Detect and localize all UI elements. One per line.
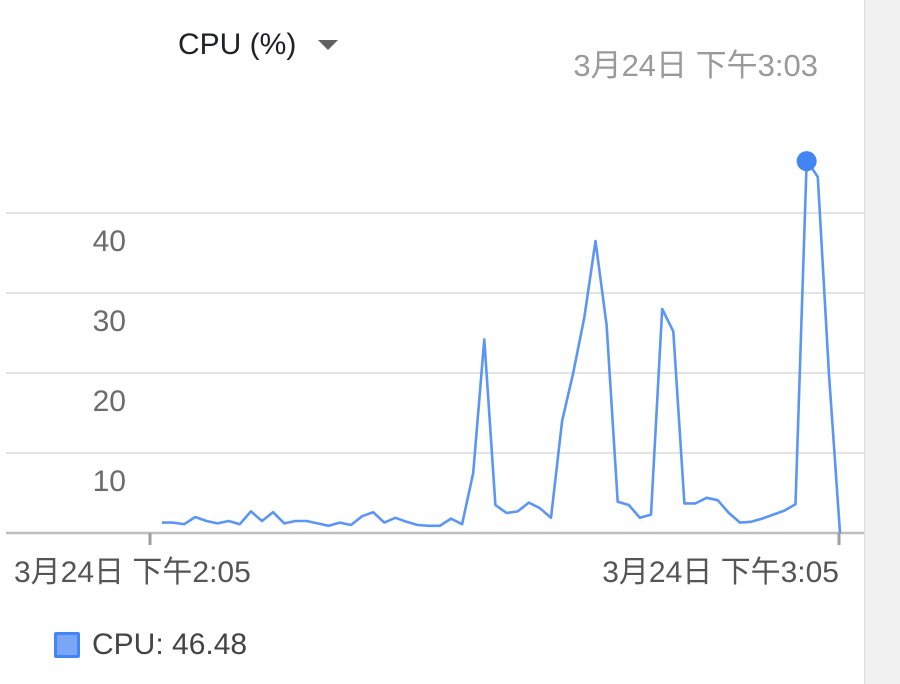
- grid-layer: [6, 212, 864, 454]
- y-tick-label: 30: [93, 305, 126, 338]
- data-point: [694, 501, 698, 505]
- data-point: [382, 521, 386, 525]
- data-point: [216, 521, 220, 525]
- data-point: [316, 521, 320, 525]
- data-point: [427, 524, 431, 528]
- data-point: [660, 307, 664, 311]
- data-point: [705, 496, 709, 500]
- data-point: [760, 517, 764, 521]
- data-point: [749, 520, 753, 524]
- data-point: [260, 519, 264, 523]
- data-point: [460, 522, 464, 526]
- data-point: [816, 175, 820, 179]
- data-point: [616, 500, 620, 504]
- y-tick-label: 40: [93, 225, 126, 258]
- data-point: [649, 513, 653, 517]
- data-point: [338, 521, 342, 525]
- data-point: [282, 521, 286, 525]
- legend-swatch: [54, 632, 80, 658]
- metric-dropdown-label: CPU (%): [178, 28, 297, 61]
- data-point: [838, 531, 842, 535]
- cpu-line-chart[interactable]: 10 20 30 40 3月24日 下午2:05 3月24日 下午3:05: [0, 0, 864, 620]
- data-point: [360, 514, 364, 518]
- data-point: [571, 371, 575, 375]
- hover-timestamp: 3月24日 下午3:03: [573, 48, 818, 83]
- data-point: [527, 501, 531, 505]
- data-point: [727, 511, 731, 515]
- data-point: [738, 521, 742, 525]
- axis-layer: [6, 531, 864, 545]
- data-point: [227, 519, 231, 523]
- data-point: [471, 471, 475, 475]
- data-point: [160, 521, 164, 525]
- data-point: [505, 511, 509, 515]
- data-point: [716, 498, 720, 502]
- data-point: [771, 513, 775, 517]
- data-point: [293, 519, 297, 523]
- data-point: [416, 523, 420, 527]
- data-point: [538, 506, 542, 510]
- data-point: [593, 239, 597, 243]
- data-point: [627, 503, 631, 507]
- data-point: [516, 509, 520, 513]
- data-point: [171, 521, 175, 525]
- y-tick-label: 10: [93, 465, 126, 498]
- data-point: [349, 523, 353, 527]
- caret-down-icon: [318, 40, 339, 50]
- data-point: [682, 501, 686, 505]
- label-layer: 10 20 30 40 3月24日 下午2:05 3月24日 下午3:05: [14, 225, 839, 589]
- data-point: [582, 315, 586, 319]
- data-point: [438, 524, 442, 528]
- x-tick-label: 3月24日 下午2:05: [14, 556, 251, 589]
- data-point: [193, 515, 197, 519]
- data-point: [560, 419, 564, 423]
- data-point: [827, 371, 831, 375]
- chart-panel: CPU (%) 3月24日 下午3:03 10 20 30 40 3月24日 下午2:0…: [0, 0, 865, 684]
- cpu-series-line: [162, 158, 842, 534]
- data-point: [204, 519, 208, 523]
- data-point: [238, 522, 242, 526]
- data-point: [493, 503, 497, 507]
- x-tick-label: 3月24日 下午3:05: [602, 556, 839, 589]
- y-tick-label: 20: [93, 385, 126, 418]
- data-point: [249, 509, 253, 513]
- legend-label: CPU: 46.48: [92, 628, 248, 661]
- data-point: [449, 517, 453, 521]
- data-point: [605, 323, 609, 327]
- series-layer: [160, 151, 842, 535]
- data-point: [393, 516, 397, 520]
- data-point: [638, 516, 642, 520]
- data-point: [304, 519, 308, 523]
- data-point: [405, 520, 409, 524]
- data-point: [782, 509, 786, 513]
- metric-dropdown[interactable]: CPU (%): [178, 28, 339, 62]
- data-point: [182, 522, 186, 526]
- highlight-marker: [796, 151, 817, 172]
- data-point: [327, 524, 331, 528]
- data-point: [549, 516, 553, 520]
- data-point: [794, 502, 798, 506]
- data-point: [271, 510, 275, 514]
- data-point: [482, 337, 486, 341]
- legend: CPU: 46.48: [54, 628, 247, 662]
- data-point: [371, 510, 375, 514]
- data-point: [671, 329, 675, 333]
